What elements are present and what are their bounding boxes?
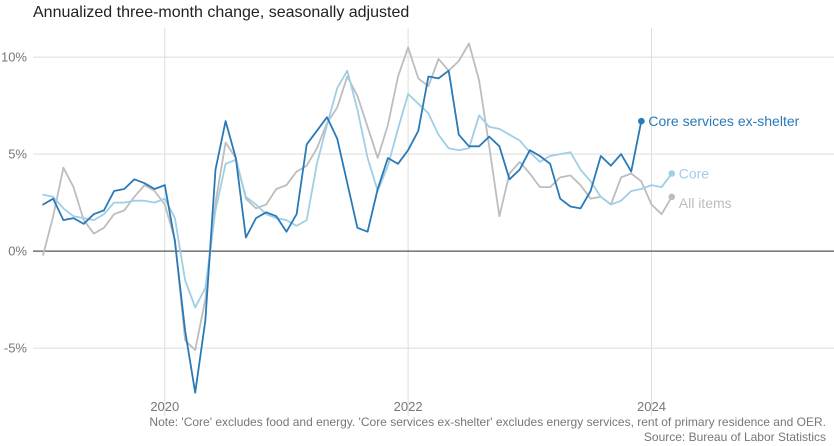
y-tick-label: -5% <box>4 341 28 356</box>
x-tick-label: 2022 <box>394 399 423 414</box>
chart-source: Source: Bureau of Labor Statistics <box>644 430 826 444</box>
chart-note: Note: 'Core' excludes food and energy. '… <box>149 415 826 429</box>
series-label: Core <box>679 166 710 182</box>
series-end-point <box>638 117 645 125</box>
x-tick-label: 2024 <box>637 399 666 414</box>
series-label: Core services ex-shelter <box>648 113 799 129</box>
series-layer <box>42 42 673 394</box>
chart-title: Annualized three-month change, seasonall… <box>33 4 409 21</box>
series-line-all-items <box>42 42 673 351</box>
x-tick-label: 2020 <box>150 399 179 414</box>
y-tick-label: 10% <box>1 50 27 65</box>
grid-layer: 2020 2022 2024 10% 5% 0% -5% <box>1 28 834 416</box>
series-end-point <box>668 170 676 177</box>
series-end-point <box>668 193 676 201</box>
series-label: All items <box>679 195 732 211</box>
series-line-core-services-ex-shelter <box>42 69 643 394</box>
y-tick-label: 0% <box>8 244 27 259</box>
label-layer: All items Core Core services ex-shelter <box>638 113 800 211</box>
series-line-core <box>42 69 673 309</box>
y-tick-label: 5% <box>8 147 27 162</box>
